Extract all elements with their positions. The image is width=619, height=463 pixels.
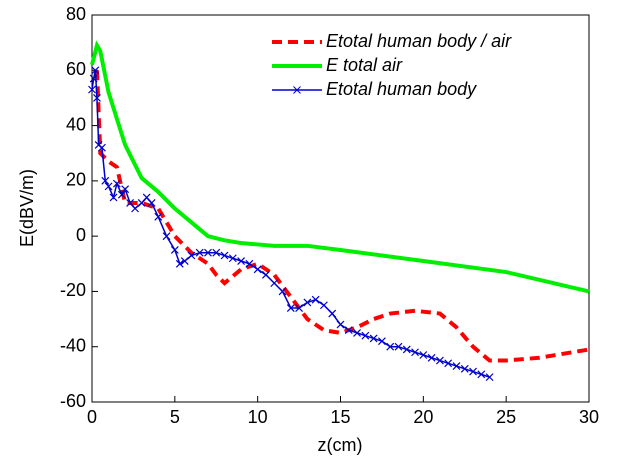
marker: [460, 364, 469, 373]
marker: [320, 301, 328, 310]
marker: [117, 190, 126, 199]
x-tick-label: 15: [330, 407, 350, 427]
y-tick-label: -40: [60, 335, 86, 355]
marker: [336, 320, 345, 329]
marker: [485, 373, 494, 382]
marker: [386, 342, 395, 351]
marker: [154, 212, 163, 221]
marker: [270, 279, 279, 288]
legend-label: Etotal human body / air: [326, 31, 512, 51]
series-line: [94, 70, 590, 363]
legend-label: E total air: [326, 55, 403, 75]
marker: [444, 359, 453, 368]
marker: [353, 328, 361, 337]
marker: [344, 326, 353, 335]
marker: [377, 337, 386, 346]
marker: [311, 295, 320, 304]
marker: [262, 270, 270, 279]
marker: [328, 309, 337, 318]
marker: [93, 94, 101, 102]
marker: [220, 251, 229, 260]
marker: [212, 248, 221, 257]
x-tick-label: 0: [87, 407, 97, 427]
marker: [104, 182, 113, 191]
marker: [180, 257, 189, 265]
marker: [477, 370, 486, 379]
y-tick-label: 0: [76, 225, 86, 245]
marker: [91, 66, 100, 75]
marker: [162, 232, 171, 241]
marker: [286, 304, 295, 312]
marker: [131, 204, 139, 213]
marker: [278, 287, 287, 296]
y-tick-label: 60: [66, 59, 86, 79]
marker: [101, 176, 110, 185]
marker: [109, 193, 118, 202]
marker: [253, 265, 262, 274]
legend-marker: [293, 86, 301, 94]
marker: [361, 331, 370, 340]
marker: [402, 345, 411, 354]
marker: [88, 85, 96, 94]
y-axis-label: E(dBV/m): [17, 169, 37, 247]
marker: [469, 367, 477, 376]
marker: [175, 259, 184, 268]
series-line: [91, 70, 490, 378]
marker: [170, 246, 179, 254]
marker: [369, 334, 378, 343]
marker: [427, 353, 436, 362]
legend-label: Etotal human body: [326, 79, 477, 99]
x-tick-label: 10: [248, 407, 268, 427]
marker: [195, 248, 204, 257]
marker: [147, 199, 156, 207]
marker: [303, 298, 312, 307]
marker: [121, 185, 130, 194]
y-tick-label: 20: [66, 170, 86, 190]
marker: [411, 348, 419, 357]
y-tick-label: -20: [60, 280, 86, 300]
marker: [435, 356, 444, 365]
marker: [89, 74, 98, 83]
x-tick-label: 30: [579, 407, 599, 427]
marker: [394, 342, 403, 351]
y-tick-label: -60: [60, 391, 86, 411]
marker: [228, 254, 237, 263]
marker: [98, 143, 106, 152]
x-tick-label: 20: [413, 407, 433, 427]
marker: [452, 362, 461, 370]
y-tick-label: 80: [66, 4, 86, 24]
x-tick-label: 25: [496, 407, 516, 427]
series-line: [90, 40, 590, 294]
marker: [295, 304, 304, 312]
x-tick-label: 5: [170, 407, 180, 427]
marker: [245, 259, 254, 268]
marker: [204, 248, 212, 257]
marker: [419, 351, 428, 359]
marker: [112, 179, 121, 188]
x-axis-label: z(cm): [318, 435, 363, 455]
marker: [237, 257, 246, 265]
marker: [187, 251, 196, 260]
y-tick-label: 40: [66, 114, 86, 134]
